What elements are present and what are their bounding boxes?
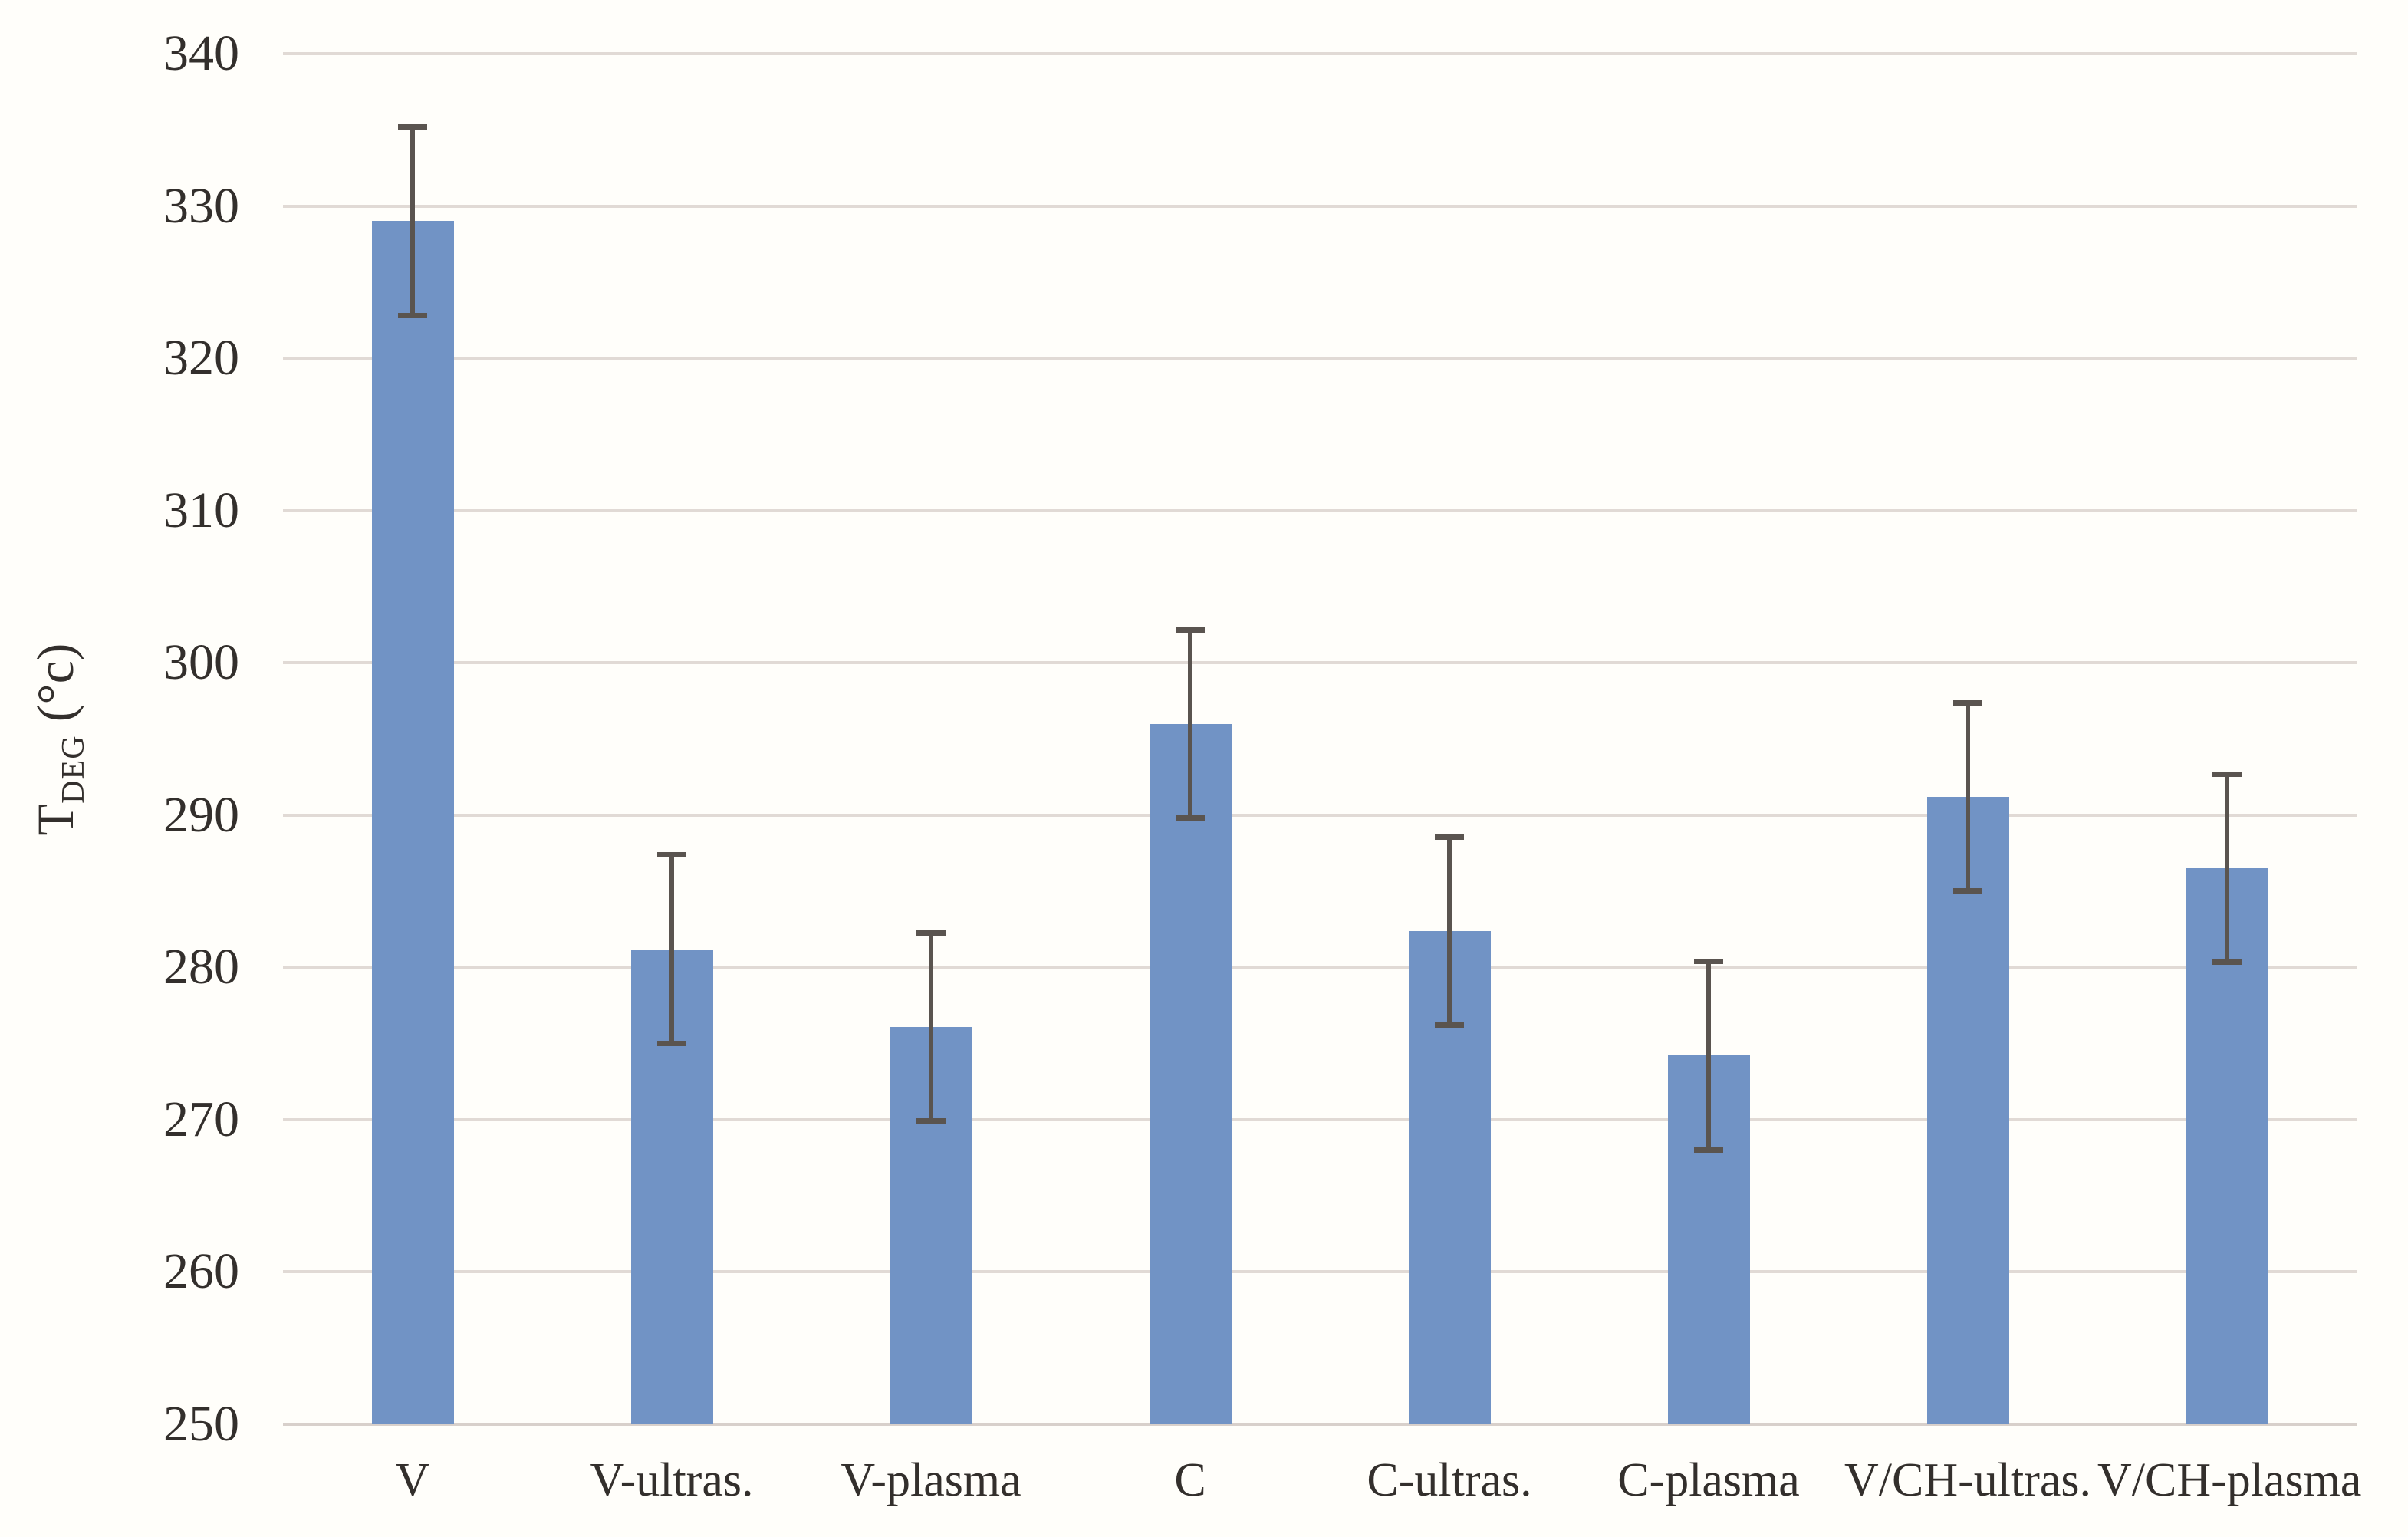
x-tick-label: V-ultras. (590, 1454, 754, 1506)
error-bar-cap-bottom (2212, 959, 2242, 966)
y-tick-label: 340 (163, 25, 239, 81)
error-bar-cap-top (916, 930, 946, 936)
x-tick-label: V/CH-plasma (2097, 1454, 2362, 1506)
error-bar-line (410, 127, 415, 316)
gridline-330 (283, 204, 2357, 208)
error-bar-cap-top (1953, 699, 1982, 706)
error-bar-cap-top (1176, 627, 1205, 633)
bar (1149, 723, 1232, 1424)
y-tick-label: 270 (163, 1091, 239, 1147)
error-bar-cap-bottom (1694, 1147, 1723, 1153)
y-tick-label: 320 (163, 330, 239, 387)
error-bar-cap-top (1694, 959, 1723, 965)
error-bar-line (2225, 774, 2229, 963)
error-bar-line (929, 932, 933, 1121)
y-tick-label: 260 (163, 1243, 239, 1300)
x-tick-label: V-plasma (840, 1454, 1021, 1506)
error-bar-line (669, 854, 674, 1044)
error-bar-cap-top (1435, 834, 1464, 840)
gridline-340 (283, 52, 2357, 55)
y-axis-title: TDEG (°c) (24, 505, 91, 973)
error-bar-cap-bottom (657, 1040, 686, 1046)
error-bar-cap-top (398, 124, 427, 130)
x-tick-label: V/CH-ultras. (1844, 1454, 2092, 1506)
error-bar-cap-bottom (916, 1117, 946, 1124)
error-bar-cap-bottom (1435, 1022, 1464, 1028)
error-bar-line (1188, 629, 1192, 818)
gridline-260 (283, 1270, 2357, 1274)
y-tick-label: 300 (163, 634, 239, 691)
y-tick-label: 330 (163, 177, 239, 234)
gridline-280 (283, 966, 2357, 969)
x-tick-label: C (1174, 1454, 1206, 1506)
gridline-290 (283, 813, 2357, 817)
error-bar-line (1966, 702, 1970, 892)
error-bar-cap-top (657, 852, 686, 858)
gridline-300 (283, 661, 2357, 665)
error-bar-cap-bottom (398, 312, 427, 318)
y-tick-label: 290 (163, 786, 239, 843)
y-tick-label: 250 (163, 1396, 239, 1452)
error-bar-cap-bottom (1953, 888, 1982, 894)
bar (371, 221, 454, 1424)
y-tick-label: 280 (163, 939, 239, 996)
x-tick-label: C-plasma (1617, 1454, 1800, 1506)
gridline-250 (283, 1423, 2357, 1426)
error-bar-cap-top (2212, 772, 2242, 778)
error-bar-line (1706, 961, 1711, 1150)
error-bar-cap-bottom (1176, 815, 1205, 821)
gridline-310 (283, 508, 2357, 512)
error-bar-line (1447, 836, 1452, 1025)
x-tick-label: V (395, 1454, 430, 1506)
bar (1926, 796, 2009, 1424)
x-tick-label: C-ultras. (1367, 1454, 1532, 1506)
gridline-270 (283, 1117, 2357, 1121)
y-tick-label: 310 (163, 482, 239, 538)
gridline-320 (283, 357, 2357, 360)
